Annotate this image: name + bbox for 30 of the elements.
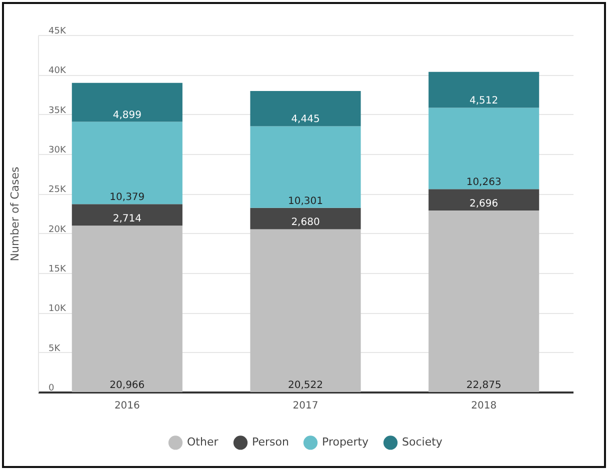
x-tick-label: 2016 [114,400,140,412]
x-tick-label: 2018 [471,400,497,412]
y-axis-title: Number of Cases [8,166,22,262]
y-tick-label: 45K [48,26,67,36]
y-tick-label: 15K [48,264,67,274]
y-tick-label: 40K [48,66,67,76]
y-tick-label: 0 [48,384,54,394]
data-label: 10,379 [110,192,145,204]
data-label: 22,875 [466,380,502,391]
data-label: 4,512 [470,96,498,107]
legend-label: Person [252,436,289,449]
data-label: 20,966 [110,380,145,391]
y-tick-label: 5K [48,344,62,354]
data-label: 10,301 [288,196,323,207]
y-tick-label: 10K [48,304,67,314]
y-tick-label: 20K [48,224,67,235]
legend-label: Society [402,436,443,449]
legend-label: Property [322,436,370,449]
y-tick-label: 35K [48,106,67,116]
data-label: 2,714 [112,214,142,225]
data-label: 20,522 [288,380,323,391]
data-label: 4,899 [112,110,142,121]
data-label: 2,696 [470,198,498,210]
y-tick-label: 30K [48,146,67,156]
legend-label: Other [187,436,219,449]
y-tick-label: 25K [48,185,67,196]
data-label: 2,680 [291,217,320,228]
data-label: 10,263 [466,177,502,188]
data-label: 4,445 [291,114,320,126]
x-tick-label: 2017 [292,400,318,412]
